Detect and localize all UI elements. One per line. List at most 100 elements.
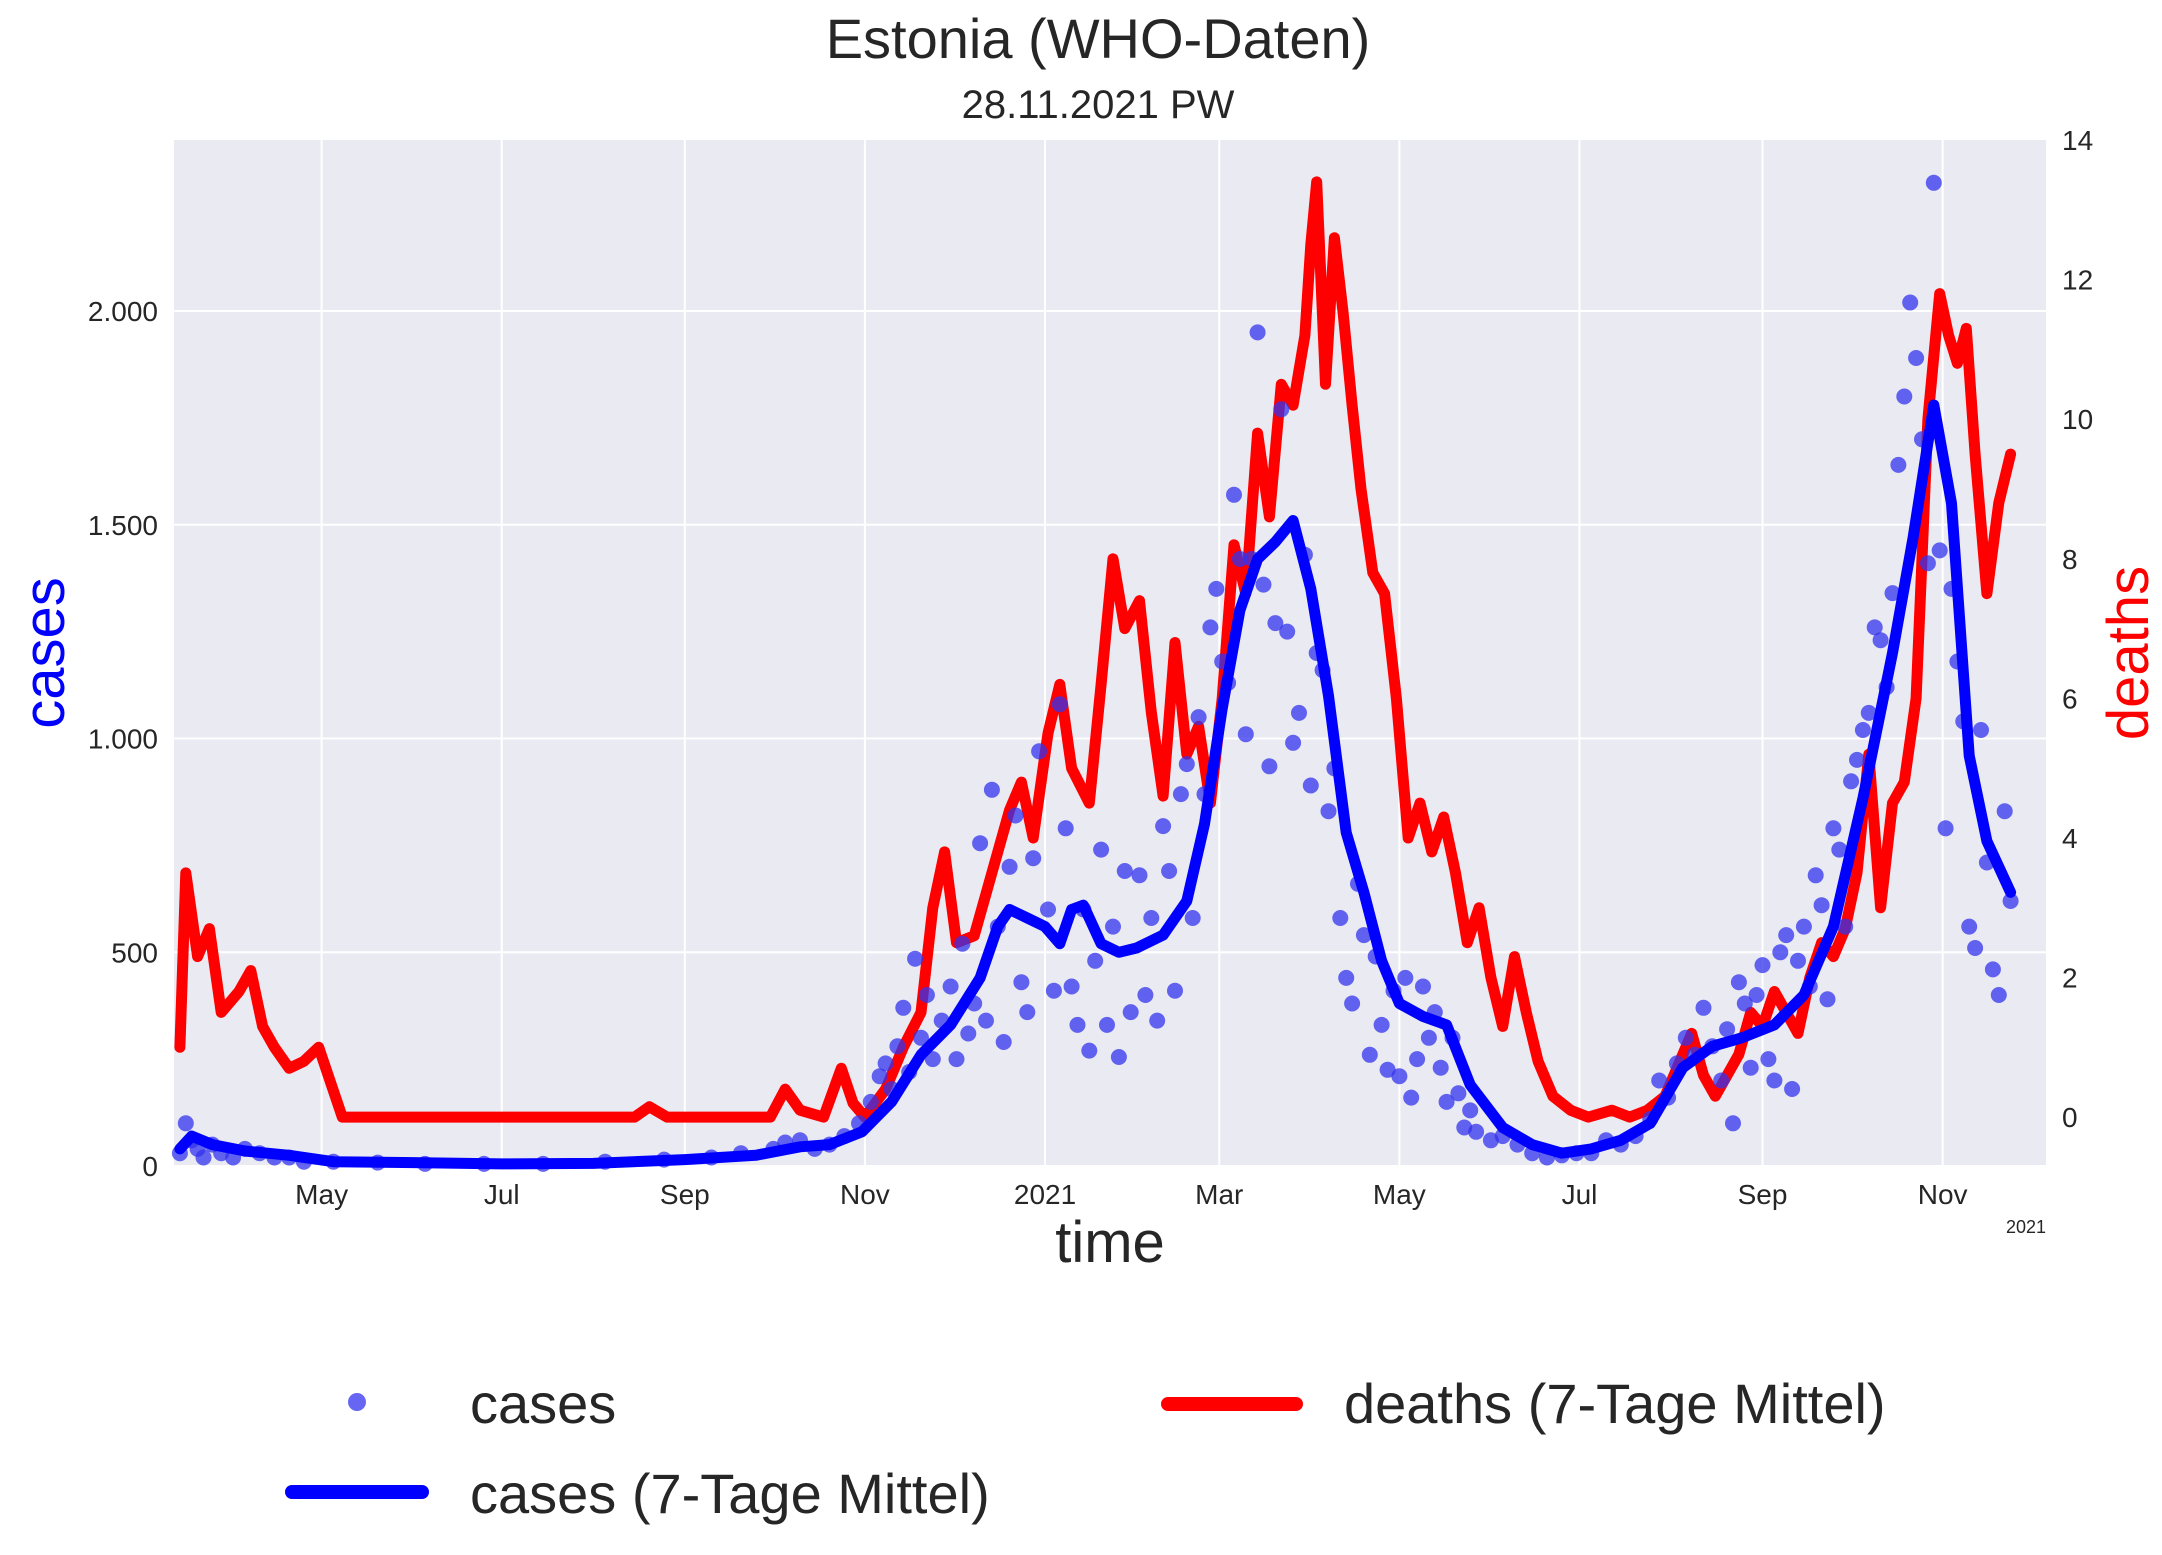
cases-point: [1854, 722, 1871, 738]
cases-point: [942, 978, 959, 995]
cases-point: [1403, 1089, 1420, 1106]
cases-point: [1784, 1081, 1801, 1097]
cases-point: [1860, 704, 1877, 721]
cases-point: [889, 1038, 906, 1055]
cases-point: [1432, 1059, 1449, 1076]
cases-point: [1984, 961, 2001, 978]
cases-point: [1837, 918, 1854, 935]
y-right-axis-ticks: 0 2 4 6 8 10 12 14: [2062, 125, 2093, 1133]
cases-point: [1285, 734, 1302, 751]
cases-point: [1719, 1021, 1736, 1038]
cases-point: [1397, 969, 1414, 986]
cases-point: [1273, 401, 1290, 418]
x-tick-label: May: [295, 1179, 348, 1210]
gridlines: [174, 140, 2046, 1167]
cases-point: [1730, 974, 1747, 991]
cases-point: [1925, 174, 1942, 191]
cases-point: [1450, 1085, 1467, 1102]
cases-point: [1190, 709, 1207, 726]
cases-point: [954, 935, 971, 952]
cases-point: [862, 1093, 879, 1110]
cases-point: [1831, 841, 1848, 858]
cases-point: [1754, 957, 1771, 974]
y-right-axis-label: deaths: [2096, 566, 2161, 740]
y-left-tick-label: 0: [142, 1151, 158, 1182]
chart-subtitle: 28.11.2021 PW: [962, 83, 1235, 127]
x-tick-label: Jul: [1562, 1179, 1598, 1210]
cases-point: [1057, 820, 1074, 837]
y-right-tick-label: 6: [2062, 683, 2078, 714]
cases-point: [1896, 388, 1913, 405]
cases-point: [1973, 722, 1989, 738]
cases-point: [1990, 987, 2007, 1003]
deaths-line-series: [174, 176, 2017, 1123]
cases-point: [995, 1034, 1012, 1050]
cases-point: [1355, 927, 1372, 944]
cases-point: [1155, 818, 1172, 835]
legend: cases cases (7-Tage Mittel) deaths (7-Ta…: [285, 1372, 1886, 1525]
chart-title: Estonia (WHO-Daten): [826, 7, 1371, 70]
cases-point: [1415, 978, 1431, 995]
deaths-avg-line: [174, 176, 2017, 1123]
cases-point: [1226, 486, 1242, 503]
cases-point: [913, 1029, 929, 1046]
cases-point: [1778, 927, 1795, 944]
cases-point: [177, 1115, 194, 1132]
x-tick-label: Jul: [484, 1179, 520, 1210]
cases-point: [1122, 1004, 1139, 1021]
cases-point: [1279, 623, 1296, 640]
cases-point: [1391, 1068, 1408, 1085]
cases-point: [1302, 777, 1319, 794]
cases-point: [1110, 1049, 1127, 1065]
cases-point: [1001, 858, 1018, 875]
cases-point: [1131, 867, 1148, 884]
cases-point: [1255, 576, 1272, 593]
cases-point: [978, 1012, 994, 1029]
cases-point: [1908, 350, 1925, 366]
cases-point: [1231, 551, 1248, 567]
y-right-tick-label: 2: [2062, 963, 2078, 994]
y-right-tick-label: 10: [2062, 404, 2093, 435]
cases-point: [2002, 893, 2019, 909]
cases-point: [1420, 1029, 1437, 1046]
cases-point: [924, 1051, 941, 1068]
cases-point: [1007, 807, 1024, 824]
cases-point: [960, 1025, 977, 1042]
cases-point: [1736, 995, 1753, 1012]
cases-point: [983, 781, 1000, 798]
cases-point: [1772, 944, 1789, 961]
cases-point: [1872, 632, 1889, 649]
cases-point: [1748, 987, 1765, 1003]
cases-point: [1172, 786, 1189, 803]
cases-point: [195, 1149, 212, 1166]
y-left-tick-label: 500: [111, 937, 158, 968]
cases-point: [1167, 982, 1183, 999]
legend-label-cases-avg: cases (7-Tage Mittel): [470, 1462, 990, 1525]
x-axis-label: time: [1055, 1210, 1165, 1275]
x-tick-label: Sep: [660, 1179, 710, 1210]
x-tick-label: Sep: [1738, 1179, 1788, 1210]
cases-point: [972, 835, 989, 852]
x-tick-label: 2021: [1014, 1179, 1076, 1210]
cases-point: [1931, 542, 1948, 559]
cases-point: [1996, 803, 2013, 820]
cases-point: [1025, 850, 1042, 867]
y-left-tick-label: 2.000: [88, 296, 158, 327]
y-right-tick-label: 14: [2062, 125, 2093, 156]
cases-point: [1338, 969, 1355, 986]
y-right-tick-label: 8: [2062, 544, 2078, 575]
cases-point: [1249, 324, 1266, 341]
cases-point: [1438, 1093, 1455, 1110]
cases-point: [1361, 1046, 1378, 1063]
cases-point: [1116, 863, 1133, 879]
cases-point: [1178, 756, 1195, 773]
cases-point: [1825, 820, 1842, 837]
cases-point: [1379, 1061, 1396, 1078]
cases-point: [1742, 1059, 1759, 1076]
cases-point: [907, 950, 924, 967]
cases-point: [1866, 619, 1883, 636]
cases-point: [918, 987, 935, 1003]
cases-avg-line: [174, 399, 2017, 1170]
cases-point: [1040, 901, 1056, 918]
